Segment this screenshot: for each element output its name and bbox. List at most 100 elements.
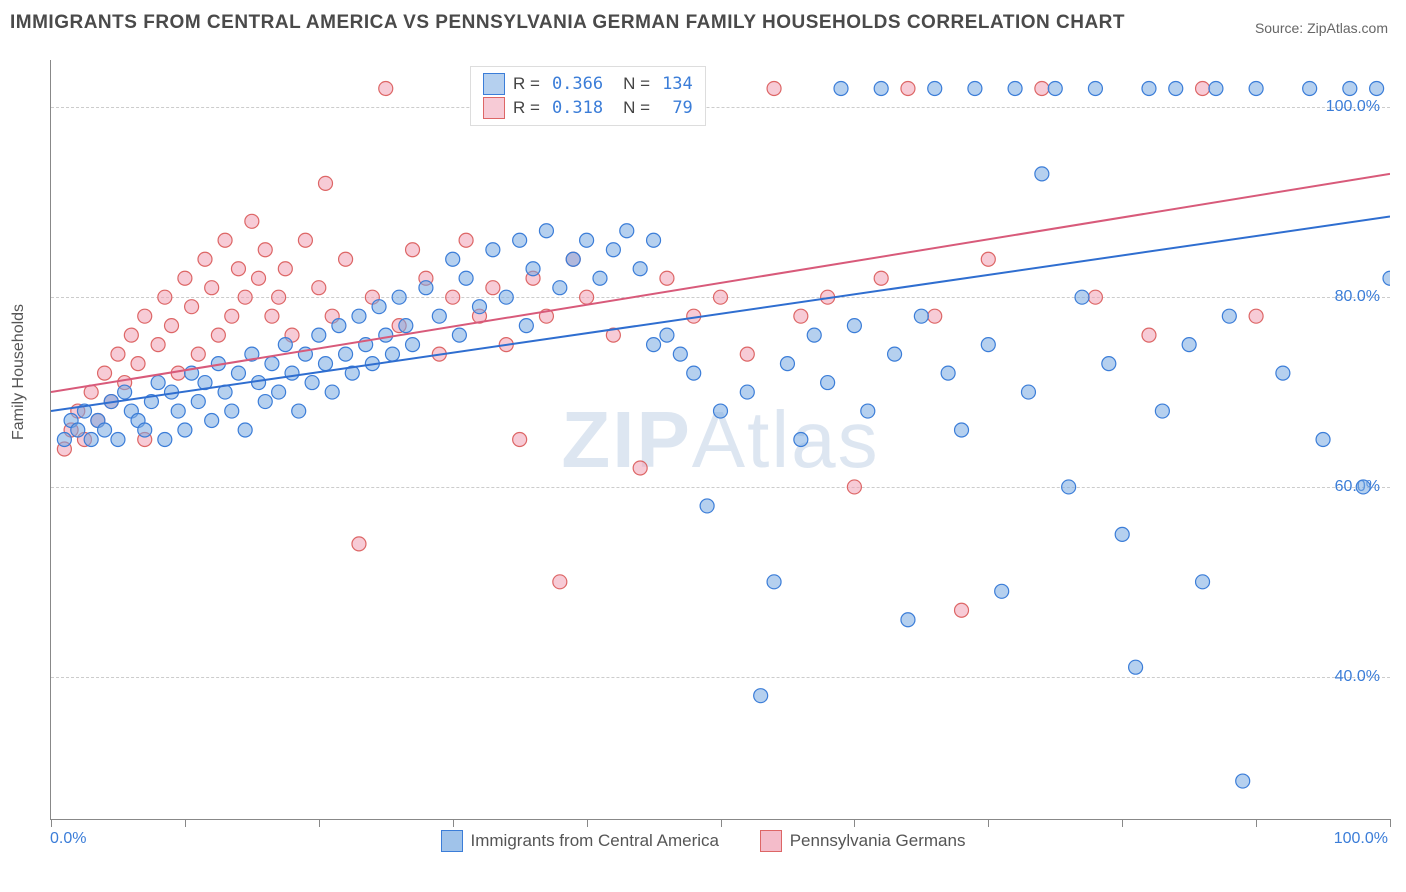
x-tick xyxy=(587,819,588,827)
scatter-point xyxy=(339,347,353,361)
scatter-point xyxy=(278,262,292,276)
scatter-point xyxy=(432,309,446,323)
scatter-point xyxy=(352,309,366,323)
scatter-point xyxy=(526,262,540,276)
scatter-point xyxy=(901,81,915,95)
source-link[interactable]: ZipAtlas.com xyxy=(1307,20,1388,36)
scatter-point xyxy=(111,433,125,447)
scatter-point xyxy=(205,414,219,428)
scatter-point xyxy=(151,338,165,352)
scatter-point xyxy=(1222,309,1236,323)
scatter-point xyxy=(406,338,420,352)
scatter-point xyxy=(252,271,266,285)
scatter-point xyxy=(158,290,172,304)
x-tick xyxy=(1390,819,1391,827)
scatter-point xyxy=(406,243,420,257)
scatter-point xyxy=(620,224,634,238)
scatter-point xyxy=(914,309,928,323)
scatter-point xyxy=(98,423,112,437)
scatter-point xyxy=(332,319,346,333)
scatter-point xyxy=(1383,271,1390,285)
scatter-point xyxy=(191,347,205,361)
scatter-point xyxy=(225,404,239,418)
scatter-point xyxy=(459,233,473,247)
scatter-point xyxy=(714,290,728,304)
scatter-point xyxy=(258,395,272,409)
scatter-point xyxy=(941,366,955,380)
scatter-point xyxy=(647,338,661,352)
scatter-point xyxy=(1035,81,1049,95)
scatter-point xyxy=(754,689,768,703)
scatter-point xyxy=(231,366,245,380)
n-value-2: 79 xyxy=(662,98,693,118)
legend-row-1: R = 0.366 N = 134 xyxy=(483,73,693,95)
scatter-point xyxy=(1356,480,1370,494)
r-label: R = xyxy=(513,98,540,118)
x-tick xyxy=(1122,819,1123,827)
scatter-point xyxy=(740,347,754,361)
legend-label-2: Pennsylvania Germans xyxy=(790,831,966,851)
x-tick xyxy=(721,819,722,827)
scatter-point xyxy=(633,461,647,475)
scatter-point xyxy=(1303,81,1317,95)
scatter-point xyxy=(452,328,466,342)
scatter-point xyxy=(821,376,835,390)
scatter-point xyxy=(379,81,393,95)
scatter-point xyxy=(318,176,332,190)
scatter-point xyxy=(1142,328,1156,342)
scatter-point xyxy=(245,214,259,228)
scatter-point xyxy=(593,271,607,285)
scatter-point xyxy=(767,81,781,95)
scatter-point xyxy=(687,366,701,380)
scatter-point xyxy=(138,309,152,323)
scatter-point xyxy=(968,81,982,95)
scatter-point xyxy=(981,338,995,352)
scatter-point xyxy=(1155,404,1169,418)
scatter-point xyxy=(1142,81,1156,95)
scatter-point xyxy=(285,366,299,380)
scatter-point xyxy=(459,271,473,285)
legend-row-2: R = 0.318 N = 79 xyxy=(483,97,693,119)
r-value-1: 0.366 xyxy=(552,74,603,94)
trend-line xyxy=(51,174,1390,392)
scatter-point xyxy=(955,423,969,437)
scatter-point xyxy=(780,357,794,371)
scatter-point xyxy=(392,290,406,304)
plot-area: ZIPAtlas 40.0%60.0%80.0%100.0% xyxy=(50,60,1390,820)
scatter-point xyxy=(158,433,172,447)
scatter-point xyxy=(700,499,714,513)
scatter-point xyxy=(385,347,399,361)
scatter-point xyxy=(888,347,902,361)
scatter-point xyxy=(178,271,192,285)
scatter-point xyxy=(714,404,728,418)
source-credit: Source: ZipAtlas.com xyxy=(1255,20,1388,36)
scatter-point xyxy=(1115,527,1129,541)
scatter-point xyxy=(265,309,279,323)
scatter-point xyxy=(981,252,995,266)
scatter-point xyxy=(673,347,687,361)
scatter-point xyxy=(178,423,192,437)
scatter-point xyxy=(794,309,808,323)
legend-label-1: Immigrants from Central America xyxy=(471,831,719,851)
scatter-point xyxy=(1236,774,1250,788)
r-label: R = xyxy=(513,74,540,94)
scatter-point xyxy=(1316,433,1330,447)
legend-swatch-blue xyxy=(441,830,463,852)
scatter-point xyxy=(1035,167,1049,181)
scatter-point xyxy=(794,433,808,447)
scatter-point xyxy=(1075,290,1089,304)
scatter-point xyxy=(580,233,594,247)
scatter-point xyxy=(165,319,179,333)
scatter-point xyxy=(513,433,527,447)
scatter-point xyxy=(486,281,500,295)
scatter-point xyxy=(1249,309,1263,323)
chart-svg xyxy=(51,60,1390,819)
scatter-point xyxy=(352,537,366,551)
scatter-point xyxy=(928,81,942,95)
scatter-point xyxy=(218,233,232,247)
scatter-point xyxy=(238,290,252,304)
scatter-point xyxy=(339,252,353,266)
scatter-point xyxy=(874,271,888,285)
scatter-point xyxy=(1209,81,1223,95)
scatter-point xyxy=(901,613,915,627)
